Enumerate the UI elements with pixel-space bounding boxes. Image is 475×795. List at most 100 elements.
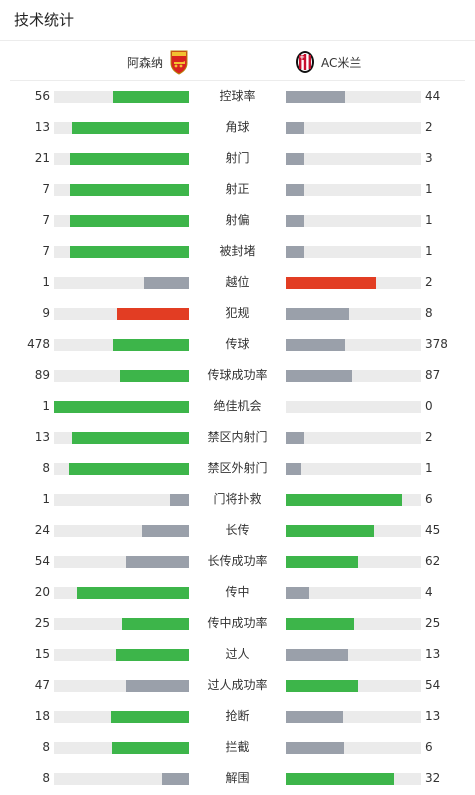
- away-value: 6: [425, 740, 433, 754]
- stat-label: 禁区内射门: [207, 430, 268, 444]
- stat-row: 7 被封堵 1: [0, 236, 475, 267]
- away-value: 2: [425, 120, 433, 134]
- home-bar-track: [54, 525, 189, 537]
- home-bar-fill: [141, 525, 189, 537]
- away-value: 1: [425, 182, 433, 196]
- stat-label: 传中: [225, 585, 250, 599]
- home-bar-fill: [70, 246, 189, 258]
- home-bar-track: [54, 122, 189, 134]
- home-bar-track: [54, 432, 189, 444]
- home-bar-fill: [70, 215, 189, 227]
- away-bar-track: [286, 91, 421, 103]
- home-value: 1: [42, 492, 50, 506]
- away-value: 32: [425, 771, 441, 785]
- home-bar-fill: [110, 711, 189, 723]
- home-bar-fill: [113, 339, 189, 351]
- away-bar-fill: [286, 432, 304, 444]
- home-bar-fill: [144, 277, 189, 289]
- stat-label: 犯规: [225, 306, 250, 320]
- away-bar-track: [286, 401, 421, 413]
- home-value: 25: [34, 616, 50, 630]
- stat-label: 传球: [225, 337, 250, 351]
- home-value: 21: [34, 151, 50, 165]
- home-bar-fill: [71, 432, 189, 444]
- home-bar-track: [54, 463, 189, 475]
- away-bar-fill: [286, 339, 346, 351]
- stat-row: 1 门将扑救 6: [0, 484, 475, 515]
- stat-row: 8 禁区外射门 1: [0, 453, 475, 484]
- away-value: 378: [425, 337, 448, 351]
- away-bar-track: [286, 680, 421, 692]
- stat-row: 24 长传 45: [0, 515, 475, 546]
- home-bar-fill: [68, 463, 189, 475]
- home-bar-fill: [117, 308, 189, 320]
- stat-label: 传球成功率: [207, 368, 268, 382]
- team-header: 阿森纳 AC米兰: [0, 46, 475, 78]
- away-bar-track: [286, 246, 421, 258]
- stat-row: 25 传中成功率 25: [0, 608, 475, 639]
- away-bar-track: [286, 742, 421, 754]
- away-value: 62: [425, 554, 441, 568]
- stat-row: 54 长传成功率 62: [0, 546, 475, 577]
- away-bar-fill: [286, 494, 403, 506]
- stat-row: 20 传中 4: [0, 577, 475, 608]
- away-bar-fill: [286, 773, 394, 785]
- stat-row: 8 解围 32: [0, 763, 475, 794]
- away-value: 1: [425, 244, 433, 258]
- away-value: 4: [425, 585, 433, 599]
- away-bar-track: [286, 122, 421, 134]
- stat-label: 射正: [225, 182, 250, 196]
- away-value: 45: [425, 523, 441, 537]
- away-bar-track: [286, 370, 421, 382]
- away-bar-track: [286, 587, 421, 599]
- home-bar-fill: [76, 587, 189, 599]
- home-team[interactable]: 阿森纳: [127, 46, 189, 78]
- home-value: 7: [42, 244, 50, 258]
- home-bar-fill: [121, 618, 189, 630]
- stat-label: 过人成功率: [207, 678, 268, 692]
- home-bar-track: [54, 215, 189, 227]
- away-bar-fill: [286, 370, 353, 382]
- away-bar-track: [286, 649, 421, 661]
- stat-label: 抢断: [225, 709, 250, 723]
- home-value: 13: [34, 120, 50, 134]
- home-value: 7: [42, 182, 50, 196]
- home-value: 47: [34, 678, 50, 692]
- away-bar-fill: [286, 91, 346, 103]
- stat-label: 禁区外射门: [207, 461, 268, 475]
- stat-row: 89 传球成功率 87: [0, 360, 475, 391]
- home-bar-fill: [162, 773, 189, 785]
- away-value: 3: [425, 151, 433, 165]
- away-bar-track: [286, 215, 421, 227]
- away-value: 54: [425, 678, 441, 692]
- stat-row: 13 禁区内射门 2: [0, 422, 475, 453]
- stat-row: 47 过人成功率 54: [0, 670, 475, 701]
- home-bar-fill: [125, 680, 189, 692]
- home-value: 478: [27, 337, 50, 351]
- away-value: 6: [425, 492, 433, 506]
- home-bar-fill: [125, 556, 189, 568]
- home-value: 54: [34, 554, 50, 568]
- home-bar-track: [54, 587, 189, 599]
- stat-row: 18 抢断 13: [0, 701, 475, 732]
- home-value: 7: [42, 213, 50, 227]
- stat-row: 1 越位 2: [0, 267, 475, 298]
- stat-label: 射门: [225, 151, 250, 165]
- home-value: 8: [42, 740, 50, 754]
- home-bar-track: [54, 339, 189, 351]
- away-value: 1: [425, 213, 433, 227]
- stat-label: 被封堵: [219, 244, 256, 258]
- stat-row: 56 控球率 44: [0, 81, 475, 112]
- away-team[interactable]: AC米兰: [295, 46, 361, 78]
- home-value: 24: [34, 523, 50, 537]
- home-value: 15: [34, 647, 50, 661]
- stat-row: 7 射正 1: [0, 174, 475, 205]
- away-bar-fill: [286, 246, 304, 258]
- away-bar-fill: [286, 525, 374, 537]
- away-value: 8: [425, 306, 433, 320]
- title-divider: [0, 40, 475, 41]
- home-bar-fill: [54, 401, 189, 413]
- stat-label: 射偏: [225, 213, 250, 227]
- away-value: 87: [425, 368, 441, 382]
- away-value: 1: [425, 461, 433, 475]
